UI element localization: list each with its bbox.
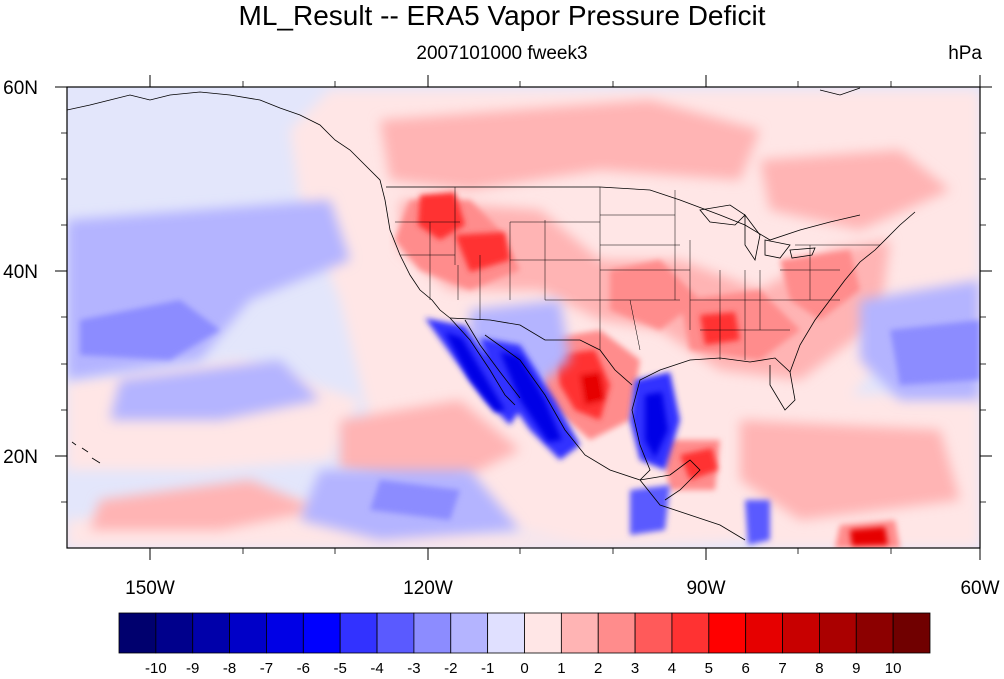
minor-ticks xyxy=(61,81,986,554)
chart-subtitle: 2007101000 fweek3 xyxy=(416,43,588,64)
colorbar-label: -4 xyxy=(370,660,383,677)
colorbar-label: -10 xyxy=(145,660,167,677)
pacific-coast-north xyxy=(67,91,386,201)
colorbar-box xyxy=(782,612,820,654)
colorbar-box xyxy=(855,612,894,654)
lat-tick-labels: 20N 40N 60N xyxy=(3,78,38,468)
colorbar-label: 2 xyxy=(594,660,602,677)
colorbar-label: -2 xyxy=(444,660,457,677)
colorbar-labels: -10 -9 -8 -7 -6 -5 -4 -3 -2 -1 0 1 2 3 4 5 6 7 8 9 10 xyxy=(145,660,901,677)
lat-label-20n: 20N xyxy=(3,447,38,468)
colorbar-label: 0 xyxy=(520,660,528,677)
lon-label-60w: 60W xyxy=(960,578,999,599)
state-boundaries xyxy=(395,187,880,360)
colorbar-label: 3 xyxy=(631,660,639,677)
hawaii xyxy=(71,441,101,464)
plot-frame xyxy=(66,86,981,549)
us-west-coast xyxy=(384,199,451,319)
colorbar-box xyxy=(671,612,710,654)
colorbar-box xyxy=(266,612,304,654)
yucatan-coast xyxy=(639,459,701,501)
chart-title: ML_Result -- ERA5 Vapor Pressure Deficit xyxy=(238,0,766,31)
lon-label-90w: 90W xyxy=(686,578,725,599)
colorbar-label: -1 xyxy=(481,660,494,677)
hudson-bay-fragment xyxy=(819,87,861,96)
colorbar-box xyxy=(192,612,230,654)
colorbar-label: 6 xyxy=(742,660,750,677)
lat-label-40n: 40N xyxy=(3,262,38,283)
colorbar-label: -5 xyxy=(334,660,347,677)
colorbar-label: 10 xyxy=(885,660,902,677)
colorbar-label: 1 xyxy=(557,660,565,677)
light-red-regions xyxy=(90,100,960,530)
lon-label-150w: 150W xyxy=(125,578,175,599)
colorbar-label: -6 xyxy=(297,660,310,677)
colorbar-box xyxy=(597,612,636,654)
colorbar-box xyxy=(892,612,931,654)
colorbar-label: 7 xyxy=(778,660,786,677)
axis-ticks xyxy=(55,75,992,560)
central-america-coast xyxy=(639,479,746,541)
us-canada-border xyxy=(386,186,861,241)
colorbar-label: -3 xyxy=(407,660,420,677)
atlantic-coast xyxy=(789,211,916,373)
us-mexico-border xyxy=(449,317,633,386)
colorbar-box xyxy=(302,612,341,654)
great-lakes xyxy=(699,204,816,262)
colorbar-box xyxy=(819,612,857,654)
colorbar-label: -8 xyxy=(223,660,236,677)
colorbar-box xyxy=(229,612,267,654)
colorbar-label: -9 xyxy=(186,660,199,677)
baja-california xyxy=(449,317,521,406)
lon-label-120w: 120W xyxy=(403,578,453,599)
lon-tick-labels: 150W 120W 90W 60W xyxy=(125,578,999,599)
colorbar-label: 5 xyxy=(705,660,713,677)
colorbar-box xyxy=(339,612,378,654)
colorbar-label: -7 xyxy=(260,660,273,677)
colorbar-box xyxy=(118,612,157,654)
colorbar-box xyxy=(155,612,194,654)
darkest-blue-regions xyxy=(445,332,668,458)
colorbar-box xyxy=(413,612,452,654)
units-label: hPa xyxy=(948,43,982,64)
lat-label-60n: 60N xyxy=(3,78,38,99)
colorbar-box xyxy=(708,612,747,654)
colorbar-box xyxy=(634,612,673,654)
blue-regions xyxy=(80,300,980,520)
colorbar-box xyxy=(376,612,415,654)
colorbar-label: 9 xyxy=(852,660,860,677)
mexico-west-coast xyxy=(484,334,641,481)
colorbar-box xyxy=(450,612,489,654)
colorbar-label: 8 xyxy=(815,660,823,677)
us-state-lines xyxy=(395,187,880,360)
colorbar-box xyxy=(524,612,562,654)
colorbar-box xyxy=(560,612,599,654)
contour-field xyxy=(67,87,980,548)
colorbar-label: 4 xyxy=(668,660,676,677)
colorbar xyxy=(118,612,931,654)
colorbar-box xyxy=(745,612,783,654)
colorbar-box xyxy=(487,612,525,654)
